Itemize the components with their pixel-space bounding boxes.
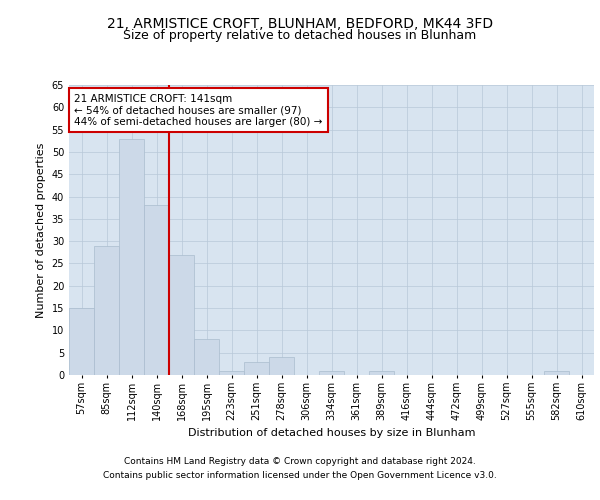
Bar — [94, 246, 119, 375]
Text: Contains public sector information licensed under the Open Government Licence v3: Contains public sector information licen… — [103, 471, 497, 480]
Bar — [369, 370, 394, 375]
Text: 21, ARMISTICE CROFT, BLUNHAM, BEDFORD, MK44 3FD: 21, ARMISTICE CROFT, BLUNHAM, BEDFORD, M… — [107, 18, 493, 32]
Bar — [219, 370, 244, 375]
Text: 21 ARMISTICE CROFT: 141sqm
← 54% of detached houses are smaller (97)
44% of semi: 21 ARMISTICE CROFT: 141sqm ← 54% of deta… — [74, 94, 323, 127]
X-axis label: Distribution of detached houses by size in Blunham: Distribution of detached houses by size … — [188, 428, 475, 438]
Bar — [544, 370, 569, 375]
Bar — [69, 308, 94, 375]
Y-axis label: Number of detached properties: Number of detached properties — [36, 142, 46, 318]
Bar — [119, 138, 144, 375]
Text: Contains HM Land Registry data © Crown copyright and database right 2024.: Contains HM Land Registry data © Crown c… — [124, 458, 476, 466]
Bar — [319, 370, 344, 375]
Bar — [194, 340, 219, 375]
Bar — [169, 254, 194, 375]
Bar — [144, 206, 169, 375]
Text: Size of property relative to detached houses in Blunham: Size of property relative to detached ho… — [124, 29, 476, 42]
Bar — [244, 362, 269, 375]
Bar — [269, 357, 294, 375]
